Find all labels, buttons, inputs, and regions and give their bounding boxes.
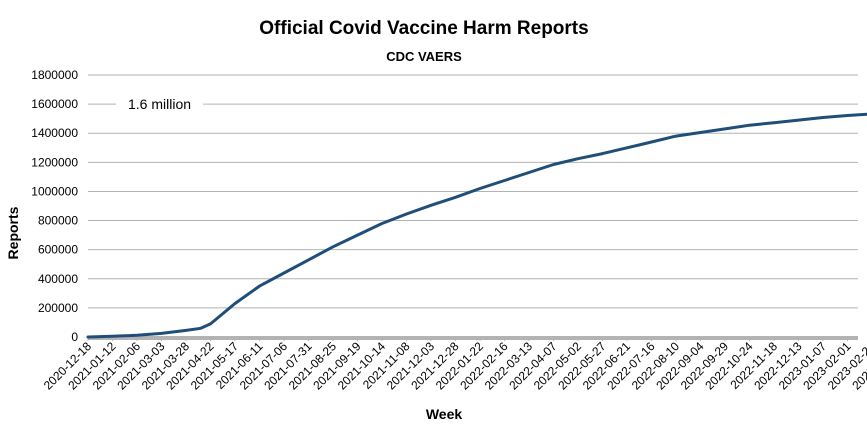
y-tick-label: 600000	[38, 243, 78, 257]
gridlines	[88, 74, 858, 340]
x-axis-baseline	[88, 336, 858, 340]
annotation-background	[116, 95, 204, 116]
y-tick-label: 1800000	[31, 68, 78, 82]
y-tick-label: 0	[71, 330, 78, 344]
y-tick-label: 200000	[38, 301, 78, 315]
y-tick-label: 800000	[38, 214, 78, 228]
y-axis-ticks: 0 200000 400000 600000 800000 1000000 1200000 1…	[31, 68, 78, 344]
annotations: 1.6 million	[116, 95, 204, 116]
x-axis-ticks: 2020-12-182021-01-122021-02-062021-03-03…	[41, 337, 867, 393]
series-line	[86, 112, 867, 339]
y-tick-label: 1200000	[31, 155, 78, 169]
y-tick-label: 1400000	[31, 126, 78, 140]
chart-title: Official Covid Vaccine Harm Reports	[259, 18, 588, 39]
y-axis-title: Reports	[5, 206, 21, 259]
y-tick-label: 400000	[38, 272, 78, 286]
y-tick-label: 1000000	[31, 184, 78, 198]
chart-subtitle: CDC VAERS	[386, 49, 462, 64]
annotation-label: 1.6 million	[128, 96, 191, 112]
x-axis-title: Week	[426, 406, 463, 422]
y-tick-label: 1600000	[31, 97, 78, 111]
series-layer	[86, 112, 867, 339]
